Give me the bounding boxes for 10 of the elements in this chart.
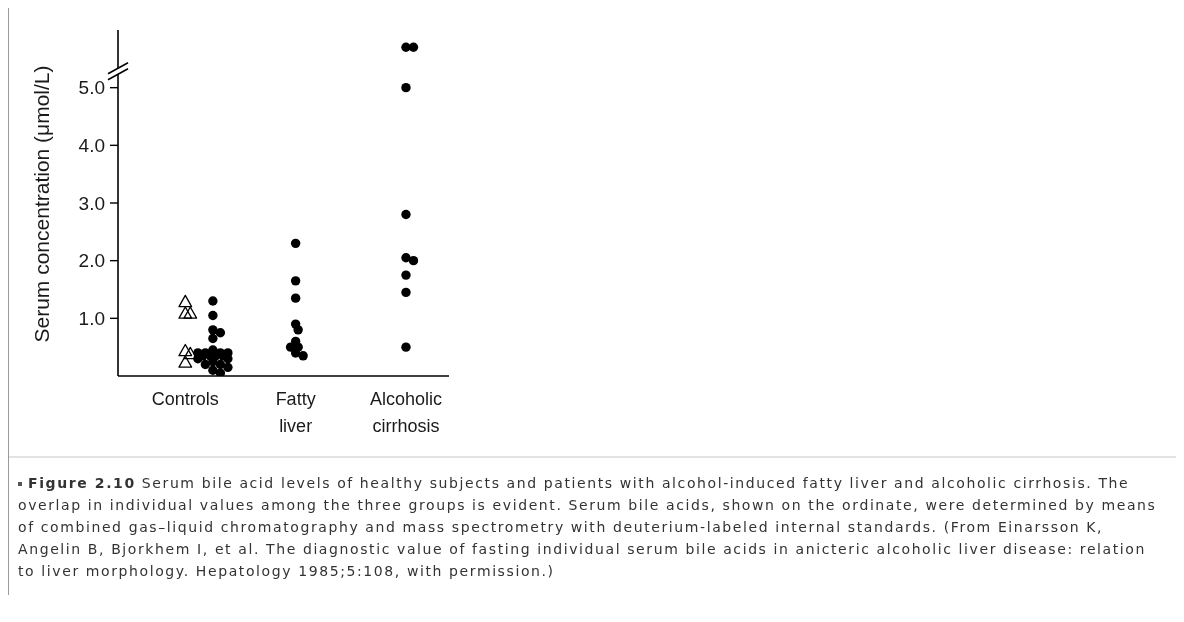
- y-tick-label: 1.0: [78, 308, 105, 330]
- y-tick-label: 3.0: [78, 192, 105, 214]
- y-axis-title: Serum concentration (μmol/L): [29, 65, 53, 343]
- y-tick-label: 5.0: [78, 77, 105, 99]
- y-tick-label: 4.0: [78, 135, 105, 157]
- x-tick-label: Fatty liver: [275, 389, 316, 436]
- caption: Figure 2.10 Serum bile acid levels of healthy subjects and patients with alcohol-induced fatty liver and alcoholic cirrhosis. The overlap in individual values among the three groups is evident. Serum bile acids, shown on the ordinate, were determined by means of combined gas–liquid chromatography and mass spectrometry with deuterium-labeled internal standards. (From Einarsson K, Angelin B, Bjorkhem I, et al. The diagnostic value of fasting individual serum bile acids in anicteric alcoholic liver disease: relation to liver morphology. Hepatology 1985;5:108, with permission.): [18, 475, 1157, 579]
- y-tick-label: 2.0: [78, 250, 105, 272]
- x-tick-label: Controls: [151, 389, 219, 409]
- x-tick-label: Alcoholic cirrhosis: [369, 389, 442, 436]
